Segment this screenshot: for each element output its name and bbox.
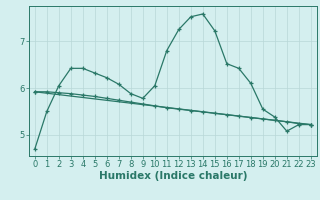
X-axis label: Humidex (Indice chaleur): Humidex (Indice chaleur)	[99, 171, 247, 181]
